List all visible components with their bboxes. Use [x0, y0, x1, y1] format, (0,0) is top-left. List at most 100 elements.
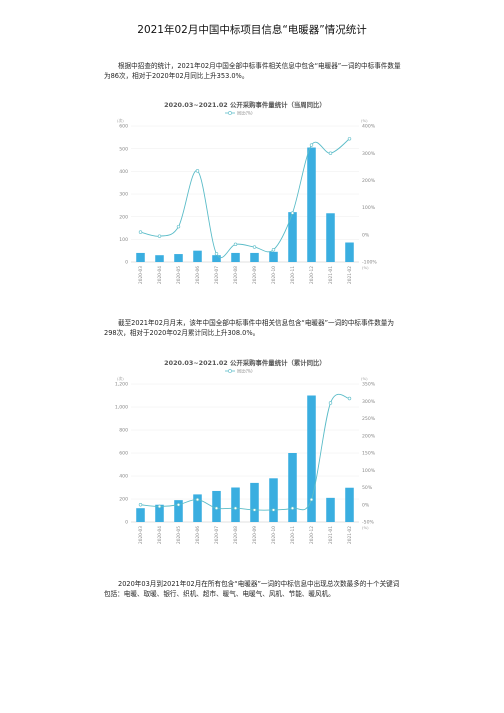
x-tick-label: 2020-06 — [195, 526, 201, 544]
left-tick-label: 400 — [119, 474, 128, 480]
line-point — [233, 506, 238, 510]
right-tick-label: 50% — [362, 485, 373, 491]
left-tick-label: 600 — [119, 124, 128, 130]
x-tick-label: 2020-03 — [138, 266, 144, 284]
line-point — [309, 497, 314, 502]
x-tick-label: 2020-06 — [195, 266, 201, 284]
series-line-yoy — [140, 393, 350, 511]
bar — [231, 487, 240, 522]
bar — [155, 255, 164, 262]
line-point — [271, 248, 276, 252]
right-tick-label: 350% — [362, 382, 376, 388]
bar — [193, 494, 202, 522]
x-tick-label: 2021-01 — [328, 266, 334, 284]
left-tick-label: 300 — [119, 192, 128, 198]
legend-marker — [228, 369, 232, 373]
chart-title: 2020.03~2021.02 公开采购事件量统计（当周同比） — [164, 100, 326, 109]
right-tick-label: 100% — [362, 468, 376, 474]
line-point — [347, 137, 352, 141]
bar — [136, 252, 145, 262]
chart-cumulative-yoy: 2020.03~2021.02 公开采购事件量统计（累计同比）同比(%) (次) (… — [115, 358, 376, 544]
bar — [193, 250, 202, 262]
left-tick-label: 1,200 — [115, 382, 128, 388]
bar — [231, 252, 240, 262]
chart-title: 2020.03~2021.02 公开采购事件量统计（累计同比） — [164, 358, 326, 367]
right-tick-label: 300% — [362, 399, 376, 405]
series-line-yoy — [140, 138, 350, 259]
line-point — [290, 211, 295, 215]
line-point — [271, 508, 276, 512]
x-tick-label: 2021-02 — [347, 266, 353, 284]
bar — [250, 252, 259, 262]
x-tick-label: 2020-10 — [271, 526, 277, 544]
left-tick-label: 0 — [125, 520, 128, 526]
right-axis-end-label: (%) — [362, 265, 369, 270]
line-point — [195, 497, 200, 502]
right-tick-label: -50% — [362, 520, 375, 526]
line-point — [157, 504, 162, 509]
bar — [250, 482, 259, 522]
bar — [326, 497, 335, 522]
paragraph-monthly: 根据中招查的统计，2021年02月中国全部中标事件相关信息中包含“电暖器”一词的… — [104, 62, 404, 81]
x-tick-label: 2021-02 — [347, 526, 353, 544]
bar — [345, 487, 354, 522]
legend-marker — [228, 111, 232, 115]
line-point — [195, 169, 200, 173]
right-tick-label: 100% — [362, 205, 376, 211]
left-tick-label: 500 — [119, 146, 128, 152]
right-axis-unit: (%) — [361, 118, 368, 123]
x-tick-label: 2020-05 — [176, 266, 182, 284]
left-tick-label: 200 — [119, 214, 128, 220]
right-tick-label: 300% — [362, 151, 376, 157]
legend-label: 同比(%) — [237, 368, 253, 375]
line-point — [252, 508, 257, 512]
line-point — [176, 224, 181, 229]
line-point — [290, 506, 295, 510]
left-tick-label: 800 — [119, 428, 128, 434]
left-tick-label: 200 — [119, 497, 128, 503]
line-point — [252, 245, 257, 249]
line-point — [138, 230, 143, 234]
paragraph-keywords-text: 2020年03月到2021年02月在所有包含“电暖器”一词的中标信息中出现总次数… — [104, 580, 400, 598]
line-point — [347, 396, 352, 401]
x-tick-label: 2020-11 — [290, 526, 296, 544]
bar — [212, 490, 221, 522]
right-axis-end-label: (%) — [362, 525, 369, 530]
x-tick-label: 2020-11 — [290, 266, 296, 284]
right-tick-label: 250% — [362, 416, 376, 422]
x-tick-label: 2020-09 — [252, 526, 258, 544]
x-tick-label: 2020-08 — [233, 526, 239, 544]
bar — [326, 213, 335, 262]
bar — [174, 254, 183, 262]
x-tick-label: 2021-01 — [328, 526, 334, 544]
right-tick-label: 0% — [362, 232, 370, 238]
x-tick-label: 2020-08 — [233, 266, 239, 284]
paragraph-cumulative-text: 截至2021年02月月末，该年中国全部中标事件中相关信息包含“电暖器”一词的中标… — [104, 319, 394, 337]
chart-monthly-yoy: 2020.03~2021.02 公开采购事件量统计（当周同比）同比(%) (次) (… — [117, 100, 377, 284]
right-tick-label: 150% — [362, 451, 376, 457]
x-tick-label: 2020-10 — [271, 266, 277, 284]
legend-label: 同比(%) — [237, 110, 253, 117]
bar — [288, 453, 297, 522]
right-tick-label: -100% — [362, 260, 377, 266]
right-axis-unit: (%) — [361, 376, 368, 381]
x-tick-label: 2020-09 — [252, 266, 258, 284]
line-point — [309, 143, 314, 147]
left-tick-label: 0 — [125, 260, 128, 266]
x-tick-label: 2020-07 — [214, 526, 220, 544]
x-tick-label: 2020-12 — [309, 266, 315, 284]
line-point — [328, 401, 333, 405]
x-tick-label: 2020-12 — [309, 526, 315, 544]
bar — [345, 242, 354, 262]
left-tick-label: 100 — [119, 237, 128, 243]
paragraph-keywords: 2020年03月到2021年02月在所有包含“电暖器”一词的中标信息中出现总次数… — [104, 580, 404, 599]
line-point — [176, 503, 181, 507]
line-point — [214, 252, 219, 256]
page-title: 2021年02月中国中标项目信息“电暖器”情况统计 — [137, 24, 367, 36]
bar — [269, 478, 278, 522]
left-axis-unit: (次) — [117, 376, 124, 381]
x-tick-label: 2020-05 — [176, 526, 182, 544]
left-tick-label: 400 — [119, 169, 128, 175]
line-point — [328, 151, 333, 155]
right-tick-label: 200% — [362, 433, 376, 439]
